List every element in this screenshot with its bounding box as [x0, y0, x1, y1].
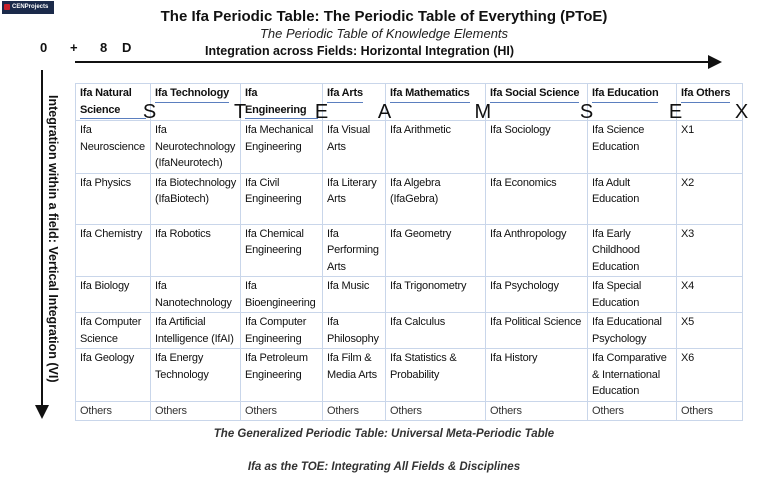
column-letter: X — [734, 100, 748, 123]
table-cell: X5 — [676, 312, 743, 349]
column-header: Ifa Natural Science S — [75, 83, 156, 121]
table-cell: Ifa Computer Science — [75, 312, 151, 349]
dim-label-plus: + — [70, 40, 78, 55]
vertical-axis-label: Integration within a field: Vertical Int… — [46, 95, 60, 383]
table-cell: Ifa Petroleum Engineering — [240, 348, 323, 402]
page-title: The Ifa Periodic Table: The Periodic Tab… — [160, 8, 608, 25]
table-cell: Others — [676, 400, 743, 421]
table-cell: Ifa Early Childhood Education — [587, 223, 677, 277]
table-cell: Others — [240, 400, 323, 421]
column-header: Ifa Arts A — [322, 83, 391, 121]
column-header-text: Ifa Mathematics — [390, 85, 470, 103]
table-cell: Ifa Geometry — [385, 223, 486, 277]
table-cell: Ifa Philosophy — [322, 312, 386, 349]
column-header: Ifa Education E — [587, 83, 682, 121]
table-cell: X1 — [676, 120, 743, 174]
table-cell: Ifa Algebra (IfaGebra) — [385, 172, 486, 225]
table-cell: Ifa Chemical Engineering — [240, 223, 323, 277]
table-cell: Ifa Biotechnology (IfaBiotech) — [150, 172, 241, 225]
table-cell: Ifa Trigonometry — [385, 276, 486, 313]
table-cell: Others — [385, 400, 486, 421]
table-cell: Ifa Nanotechnology — [150, 276, 241, 313]
dim-label-d: D — [122, 40, 132, 55]
table-cell: Ifa Film & Media Arts — [322, 348, 386, 402]
table-cell: Ifa Statistics & Probability — [385, 348, 486, 402]
table-cell: Ifa Psychology — [485, 276, 588, 313]
table-cell: Ifa Civil Engineering — [240, 172, 323, 225]
column-header: Ifa Others X — [676, 83, 748, 121]
table-row: Ifa Chemistry Ifa Robotics Ifa Chemical En… — [75, 223, 743, 277]
table-cell: Ifa Music — [322, 276, 386, 313]
column-header-text: Ifa Technology — [155, 85, 229, 103]
column-header-text: Ifa Others — [681, 85, 731, 103]
table-cell: Ifa Economics — [485, 172, 588, 225]
table-cell: Ifa History — [485, 348, 588, 402]
table-cell: Ifa Educational Psychology — [587, 312, 677, 349]
page-subtitle: The Periodic Table of Knowledge Elements — [259, 26, 509, 41]
table-cell: Ifa Mechanical Engineering — [240, 120, 323, 174]
table-cell: Ifa Anthropology — [485, 223, 588, 277]
table-row: Ifa Neuroscience Ifa Neurotechnology (Ifa… — [75, 120, 743, 174]
column-header: Ifa Mathematics M — [385, 83, 491, 121]
table-cell: Others — [150, 400, 241, 421]
logo-text: CENProjects — [12, 4, 49, 10]
table-cell: Ifa Science Education — [587, 120, 677, 174]
table-cell: Ifa Chemistry — [75, 223, 151, 277]
table-cell: X4 — [676, 276, 743, 313]
table-cell: Ifa Calculus — [385, 312, 486, 349]
table-row: Others Others Others Others Others Others Othe… — [75, 400, 743, 421]
table-cell: Ifa Neuroscience — [75, 120, 151, 174]
table-cell: Ifa Comparative & International Educatio… — [587, 348, 677, 402]
table-cell: X6 — [676, 348, 743, 402]
caption-toe: Ifa as the TOE: Integrating All Fields &… — [247, 461, 521, 473]
table-cell: Ifa Adult Education — [587, 172, 677, 225]
dim-label-8: 8 — [100, 40, 108, 55]
table-cell: Ifa Physics — [75, 172, 151, 225]
horizontal-axis-label: Integration across Fields: Horizontal In… — [205, 44, 515, 58]
column-header: Ifa Technology T — [150, 83, 246, 121]
table-cell: Ifa Energy Technology — [150, 348, 241, 402]
column-header-text: Ifa Engineering — [245, 85, 318, 119]
table-cell: Ifa Biology — [75, 276, 151, 313]
table-cell: Ifa Computer Engineering — [240, 312, 323, 349]
horizontal-arrowhead — [708, 55, 722, 69]
periodic-table: Ifa Natural Science S Ifa Technology T Ifa E… — [75, 83, 748, 421]
table-row: Ifa Physics Ifa Biotechnology (IfaBiotech… — [75, 172, 743, 225]
table-cell: Ifa Sociology — [485, 120, 588, 174]
table-cell: Ifa Literary Arts — [322, 172, 386, 225]
table-cell: Ifa Visual Arts — [322, 120, 386, 174]
column-header: Ifa Engineering E — [240, 83, 328, 121]
table-cell: Ifa Bioengineering — [240, 276, 323, 313]
table-cell: Ifa Geology — [75, 348, 151, 402]
vertical-arrow — [41, 70, 43, 410]
dim-label-0: 0 — [40, 40, 48, 55]
column-header-text: Ifa Social Science — [490, 85, 580, 103]
horizontal-arrow — [75, 61, 715, 63]
column-header-text: Ifa Education — [592, 85, 659, 103]
table-cell: X3 — [676, 223, 743, 277]
table-cell: Others — [322, 400, 386, 421]
column-header-text: Ifa Natural Science — [80, 85, 146, 119]
table-row: Ifa Biology Ifa Nanotechnology Ifa Bioengi… — [75, 276, 743, 313]
table-cell: Others — [587, 400, 677, 421]
table-cell: X2 — [676, 172, 743, 225]
table-row: Ifa Geology Ifa Energy Technology Ifa Petr… — [75, 348, 743, 402]
table-cell: Ifa Neurotechnology (IfaNeurotech) — [150, 120, 241, 174]
cenprojects-logo: CENProjects — [2, 1, 54, 14]
table-cell: Others — [485, 400, 588, 421]
table-cell: Ifa Artificial Intelligence (IfAI) — [150, 312, 241, 349]
table-cell: Ifa Arithmetic — [385, 120, 486, 174]
table-cell: Ifa Robotics — [150, 223, 241, 277]
caption-generalized: The Generalized Periodic Table: Universa… — [213, 428, 555, 440]
table-row: Ifa Computer Science Ifa Artificial Intel… — [75, 312, 743, 349]
table-cell: Ifa Political Science — [485, 312, 588, 349]
column-header: Ifa Social Science S — [485, 83, 593, 121]
column-header-text: Ifa Arts — [327, 85, 363, 103]
table-cell: Ifa Special Education — [587, 276, 677, 313]
vertical-arrowhead — [35, 405, 49, 419]
table-cell: Ifa Performing Arts — [322, 223, 386, 277]
table-cell: Others — [75, 400, 151, 421]
